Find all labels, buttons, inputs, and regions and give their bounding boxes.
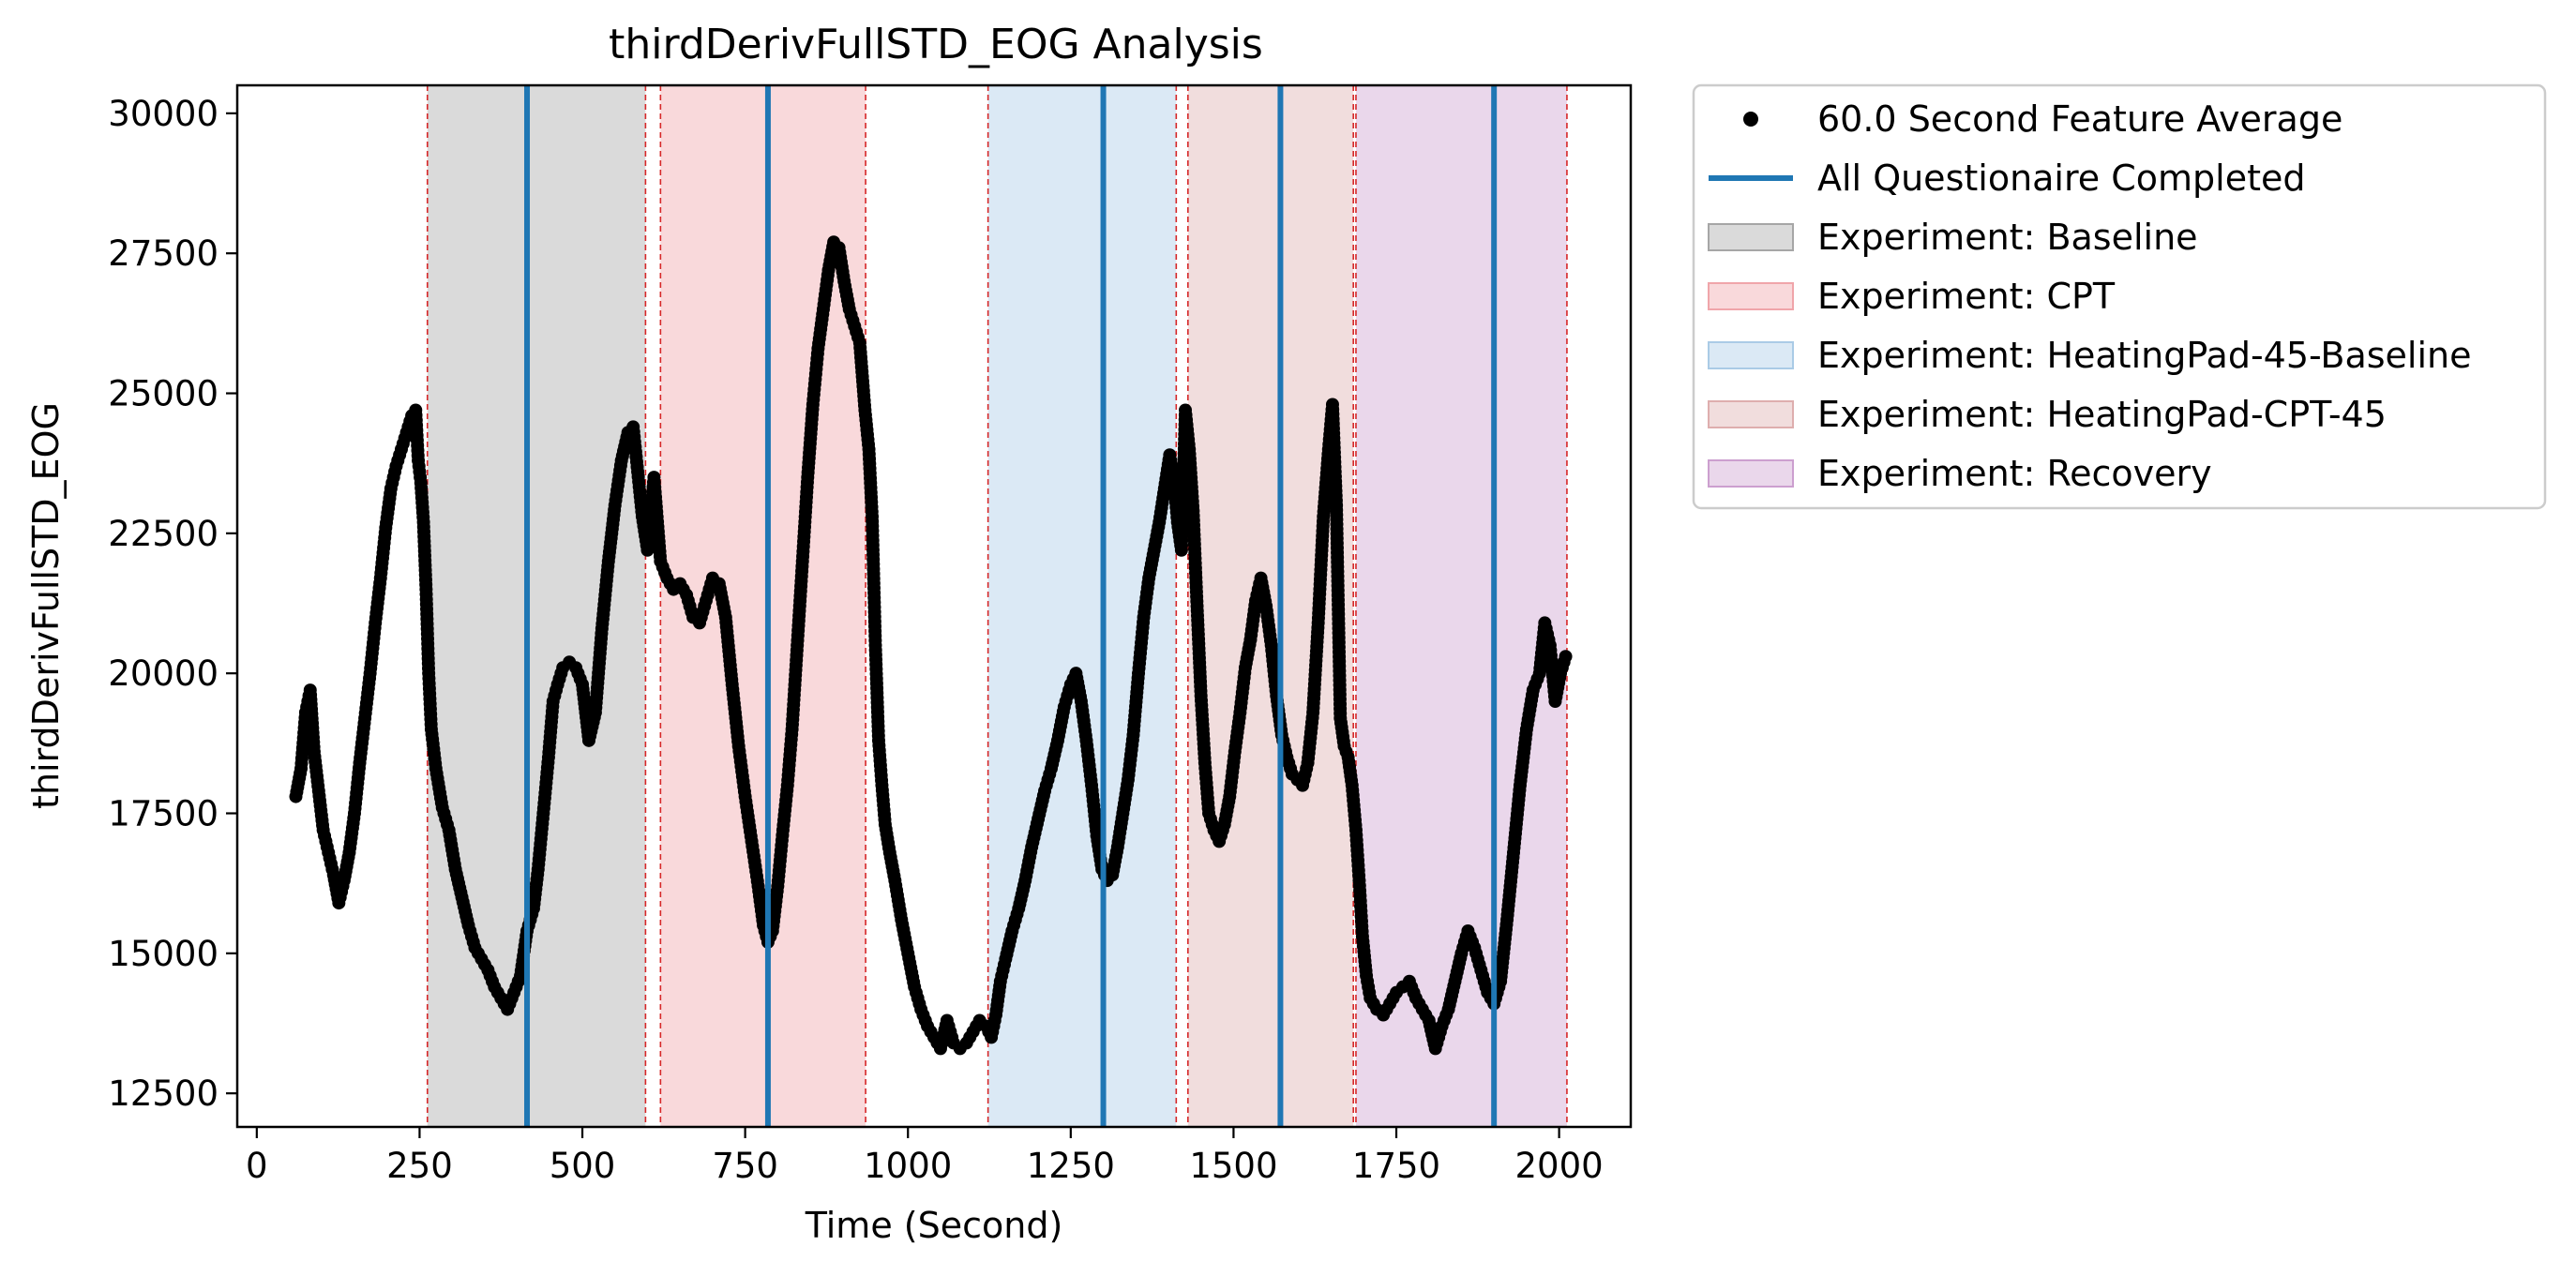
- y-tick-label: 30000: [108, 94, 218, 134]
- legend-label: Experiment: Recovery: [1817, 453, 2212, 494]
- legend-label: All Questionaire Completed: [1817, 158, 2306, 199]
- legend-item-6: Experiment: Recovery: [1708, 453, 2212, 494]
- x-axis: 0 250 500 750 1000 1250 1500 1750 2000: [246, 1127, 1604, 1186]
- x-tick-label: 1250: [1027, 1146, 1115, 1186]
- legend: 60.0 Second Feature Average All Questiona…: [1692, 83, 2547, 510]
- legend-item-3: Experiment: CPT: [1708, 276, 2116, 317]
- legend-label: Experiment: HeatingPad-CPT-45: [1817, 394, 2387, 435]
- x-axis-label: Time (Second): [805, 1205, 1063, 1246]
- legend-label: Experiment: HeatingPad-45-Baseline: [1817, 335, 2472, 376]
- y-axis-label: thirdDerivFullSTD_EOG: [25, 402, 67, 809]
- x-tick-label: 750: [712, 1146, 778, 1186]
- x-tick-label: 1000: [864, 1146, 952, 1186]
- y-tick-label: 27500: [108, 233, 218, 274]
- x-tick-label: 2000: [1515, 1146, 1604, 1186]
- legend-patch-icon: [1708, 459, 1794, 488]
- data-point: [1559, 650, 1573, 664]
- points-layer: [289, 235, 1573, 1056]
- legend-label: Experiment: CPT: [1817, 276, 2116, 317]
- y-tick-label: 15000: [108, 934, 218, 974]
- x-tick-label: 250: [386, 1146, 453, 1186]
- legend-label: 60.0 Second Feature Average: [1817, 98, 2343, 140]
- legend-item-4: Experiment: HeatingPad-45-Baseline: [1708, 335, 2472, 376]
- questionnaire-lines: [524, 85, 1498, 1127]
- chart-title: thirdDerivFullSTD_EOG Analysis: [609, 21, 1263, 68]
- legend-item-0: 60.0 Second Feature Average: [1743, 98, 2343, 140]
- x-tick-label: 1750: [1352, 1146, 1440, 1186]
- legend-item-2: Experiment: Baseline: [1708, 217, 2198, 258]
- x-tick-label: 0: [246, 1146, 268, 1186]
- y-axis: 12500 15000 17500 20000 22500 25000 27500 30000: [108, 94, 237, 1114]
- legend-item-1: All Questionaire Completed: [1709, 158, 2306, 199]
- legend-label: Experiment: Baseline: [1817, 217, 2198, 258]
- region-0: [427, 85, 646, 1127]
- legend-patch-icon: [1708, 341, 1794, 369]
- legend-patch-icon: [1708, 400, 1794, 428]
- legend-items: 60.0 Second Feature Average All Questiona…: [1708, 98, 2472, 494]
- y-tick-label: 12500: [108, 1073, 218, 1114]
- y-tick-label: 25000: [108, 374, 218, 414]
- legend-frame: [1692, 83, 2547, 510]
- y-tick-label: 22500: [108, 514, 218, 554]
- x-tick-label: 1500: [1189, 1146, 1277, 1186]
- plot-frame: [235, 83, 1633, 1129]
- x-tick-label: 500: [550, 1146, 616, 1186]
- legend-marker-icon: [1743, 112, 1758, 127]
- legend-patch-icon: [1708, 282, 1794, 310]
- y-tick-label: 20000: [108, 653, 218, 694]
- legend-item-5: Experiment: HeatingPad-CPT-45: [1708, 394, 2387, 435]
- legend-patch-icon: [1708, 223, 1794, 251]
- y-tick-label: 17500: [108, 794, 218, 834]
